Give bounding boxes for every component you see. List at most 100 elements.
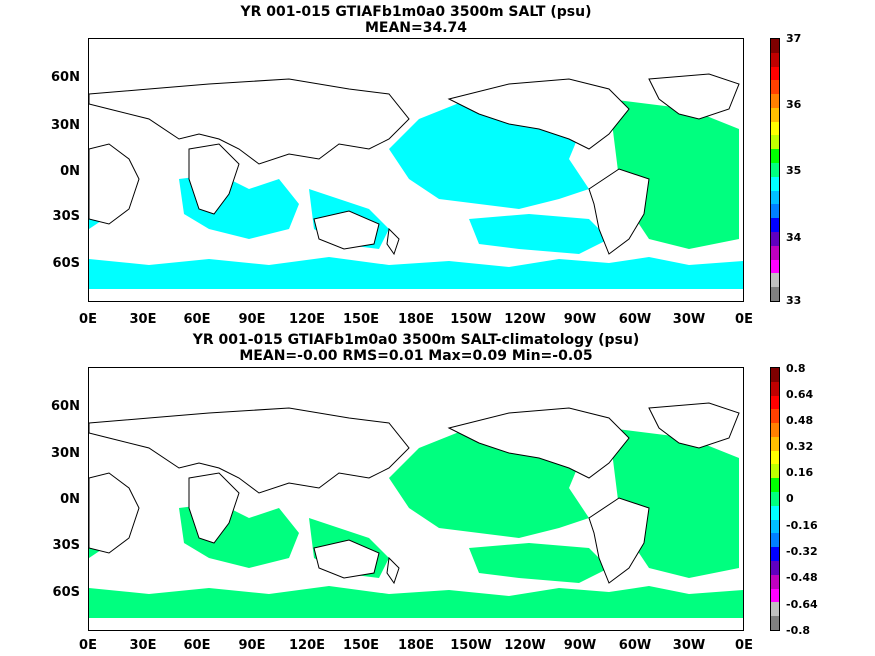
map2-colorbar-label: 0.48: [786, 414, 814, 427]
colorbar-swatch: [771, 259, 779, 274]
colorbar-swatch: [771, 533, 779, 548]
map2-lon-label: 150W: [450, 638, 492, 653]
colorbar-swatch: [771, 107, 779, 122]
map2-lon-label: 60E: [183, 638, 211, 653]
continent-outline: [89, 143, 140, 225]
map1-colorbar-label: 35: [786, 164, 802, 177]
map1-title-line2: MEAN=34.74: [364, 20, 468, 36]
colorbar-swatch: [771, 204, 779, 219]
map1-lon-label: 120W: [504, 312, 546, 327]
ocean-contour-region: [89, 586, 743, 618]
map1-lon-label: 150W: [450, 312, 492, 327]
map2-colorbar-label: 0.64: [786, 388, 814, 401]
map2-lon-label: 30E: [129, 638, 157, 653]
continent-outline: [648, 402, 740, 449]
colorbar-swatch: [771, 149, 779, 164]
continent-outline: [588, 497, 650, 584]
map2-colorbar-label: -0.48: [786, 571, 818, 584]
map1-lon-label: 30E: [129, 312, 157, 327]
colorbar-swatch: [771, 368, 779, 382]
continent-outline: [648, 73, 740, 120]
map1-colorbar: [770, 38, 780, 302]
colorbar-swatch: [771, 505, 779, 520]
ocean-contour-region: [469, 543, 609, 583]
colorbar-swatch: [771, 478, 779, 493]
map2-colorbar-label: -0.16: [786, 519, 818, 532]
colorbar-swatch: [771, 436, 779, 451]
colorbar-swatch: [771, 190, 779, 205]
map1-colorbar-label: 33: [786, 294, 802, 307]
map1-colorbar-label: 34: [786, 231, 802, 244]
map1-lat-label-30s: 30S: [52, 209, 80, 224]
colorbar-swatch: [771, 287, 779, 301]
map1-lon-label: 150E: [342, 312, 380, 327]
map2-colorbar-label: 0: [786, 492, 794, 505]
map1-lon-label: 30W: [672, 312, 706, 327]
ocean-contour-region: [89, 257, 743, 289]
map2-colorbar: [770, 367, 780, 631]
continent-outline: [313, 210, 380, 250]
colorbar-swatch: [771, 574, 779, 589]
map2-svg: [89, 402, 743, 618]
map1-lon-label: 180E: [397, 312, 435, 327]
map1-lon-label: 90E: [238, 312, 266, 327]
map2-lon-label: 150E: [342, 638, 380, 653]
colorbar-swatch: [771, 381, 779, 396]
map1-lon-label: 90W: [563, 312, 597, 327]
colorbar-swatch: [771, 39, 779, 53]
colorbar-swatch: [771, 135, 779, 150]
map1-colorbar-label: 37: [786, 32, 802, 45]
map2-colorbar-label: -0.64: [786, 598, 818, 611]
colorbar-swatch: [771, 218, 779, 232]
colorbar-swatch: [771, 560, 779, 575]
continent-outline: [89, 472, 140, 554]
continent-outline: [588, 168, 650, 255]
map1-lon-label: 0E: [79, 312, 97, 327]
map2-lon-label: 30W: [672, 638, 706, 653]
continent-outline: [447, 407, 630, 479]
map2-colorbar-label: 0.32: [786, 440, 814, 453]
map2-lon-label: 60W: [618, 638, 652, 653]
continent-outline: [447, 78, 630, 150]
map1-coastlines: [89, 73, 740, 256]
map2-colorbar-label: -0.8: [786, 624, 811, 637]
continent-outline: [89, 78, 410, 165]
colorbar-swatch: [771, 176, 779, 191]
colorbar-swatch: [771, 409, 779, 424]
map2-colorbar-label: 0.8: [786, 362, 806, 375]
map2-colorbar-label: -0.32: [786, 545, 818, 558]
map1-svg: [89, 73, 743, 289]
map1-plot-area: [88, 38, 744, 302]
colorbar-swatch: [771, 602, 779, 617]
map1-lon-label: 120E: [288, 312, 326, 327]
colorbar-swatch: [771, 163, 779, 177]
map1-lon-label: 60E: [183, 312, 211, 327]
map1-lon-label: 0E: [735, 312, 753, 327]
map2-title-line1: YR 001-015 GTIAFb1m0a0 3500m SALT-climat…: [192, 332, 640, 348]
map2-lon-label: 90E: [238, 638, 266, 653]
map2-lat-label-60s: 60S: [52, 585, 80, 600]
colorbar-swatch: [771, 231, 779, 246]
map2-lon-label: 120W: [504, 638, 546, 653]
colorbar-swatch: [771, 423, 779, 437]
continent-outline: [386, 227, 400, 256]
map2-lat-label-60n: 60N: [51, 399, 80, 414]
colorbar-swatch: [771, 66, 779, 81]
map2-plot-area: [88, 367, 744, 631]
map2-title-line2: MEAN=-0.00 RMS=0.01 Max=0.09 Min=-0.05: [239, 348, 593, 364]
map1-lat-label-60n: 60N: [51, 70, 80, 85]
colorbar-swatch: [771, 464, 779, 479]
map1-colorbar-label: 36: [786, 98, 802, 111]
colorbar-swatch: [771, 80, 779, 95]
continent-outline: [386, 556, 400, 585]
map1-lon-label: 60W: [618, 312, 652, 327]
colorbar-swatch: [771, 492, 779, 506]
colorbar-swatch: [771, 588, 779, 603]
map2-lat-label-30s: 30S: [52, 538, 80, 553]
map2-lat-label-0n: 0N: [60, 492, 80, 507]
map1-lat-label-60s: 60S: [52, 256, 80, 271]
colorbar-swatch: [771, 273, 779, 288]
map2-lon-label: 0E: [735, 638, 753, 653]
continent-outline: [188, 143, 240, 215]
map1-lat-label-30n: 30N: [51, 118, 80, 133]
